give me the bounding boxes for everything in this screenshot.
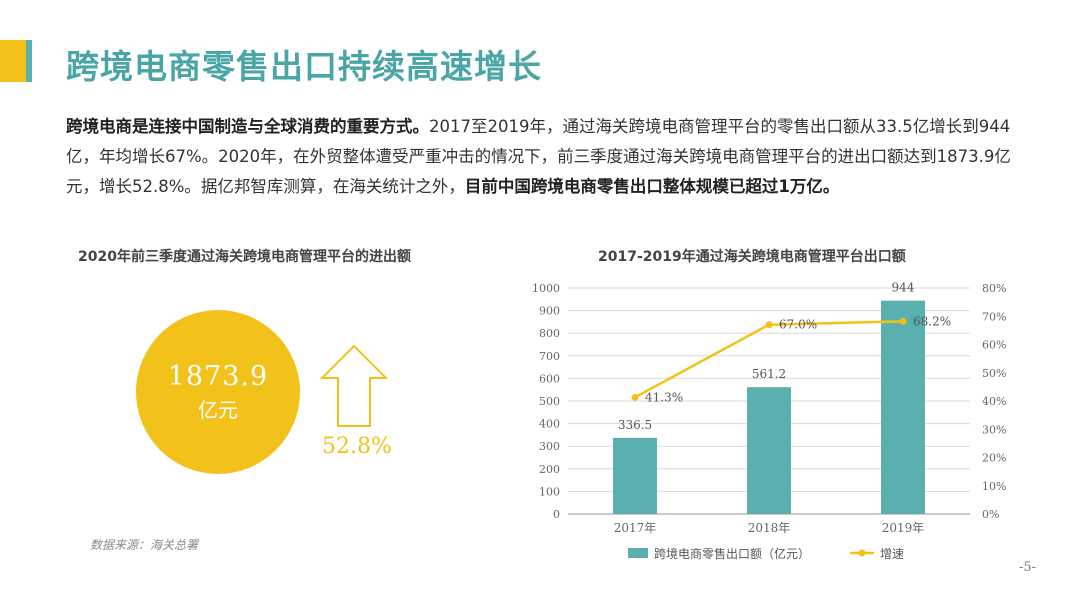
- y2-tick-label: 50%: [982, 367, 1006, 380]
- bar: [747, 387, 791, 514]
- y2-tick-label: 70%: [982, 310, 1006, 323]
- export-chart: 0 100 200 300 400 500 600 700 800 900 1000 0% 10% 20%…: [532, 281, 1006, 561]
- y2-tick-label: 20%: [982, 452, 1006, 465]
- line-data-label: 67.0%: [779, 318, 817, 332]
- legend-label: 增速: [880, 547, 904, 561]
- y-tick-label: 500: [539, 395, 560, 408]
- y-tick-label: 100: [539, 485, 560, 498]
- y2-tick-label: 30%: [982, 423, 1006, 436]
- chart-title: 2017-2019年通过海关跨境电商管理平台出口额: [598, 249, 906, 265]
- x-tick-label: 2017年: [614, 521, 657, 535]
- line-point: [765, 321, 773, 329]
- y-tick-label: 0: [553, 508, 560, 521]
- value-unit: 亿元: [198, 398, 238, 422]
- y2-tick-label: 10%: [982, 480, 1006, 493]
- left-panel-title: 2020年前三季度通过海关跨境电商管理平台的进出额: [78, 249, 411, 265]
- y2-tick-label: 0%: [982, 508, 999, 521]
- legend-label: 跨境电商零售出口额（亿元）: [654, 546, 810, 561]
- y-tick-label: 900: [539, 305, 560, 318]
- intro-bold-tail: 目前中国跨境电商零售出口整体规模已超过1万亿。: [464, 177, 840, 196]
- y-tick-label: 800: [539, 327, 560, 340]
- legend-swatch-bar: [628, 548, 648, 558]
- line-data-label: 68.2%: [913, 314, 951, 328]
- y-tick-label: 600: [539, 372, 560, 385]
- line-data-label: 41.3%: [645, 390, 683, 404]
- growth-rate: 52.8%: [322, 434, 392, 459]
- y-tick-label: 400: [539, 418, 560, 431]
- title-accent-stripe: [26, 40, 32, 82]
- value-circle: 1873.9 亿元: [136, 310, 300, 474]
- x-tick-label: 2018年: [748, 521, 791, 535]
- legend-marker: [858, 549, 866, 557]
- y2-tick-label: 40%: [982, 395, 1006, 408]
- x-tick-label: 2019年: [882, 521, 925, 535]
- y-tick-label: 1000: [532, 282, 560, 295]
- y2-tick-label: 60%: [982, 339, 1006, 352]
- up-arrow-icon: [320, 344, 388, 427]
- intro-body: 2017至2019年，通过海关跨境电商管理平台的零售出口额从33.5亿增长到94…: [66, 117, 1011, 196]
- title-accent-bar: [0, 40, 26, 82]
- bar-data-label: 561.2: [752, 367, 786, 381]
- bar: [881, 300, 925, 514]
- y-tick-label: 700: [539, 350, 560, 363]
- intro-paragraph: 跨境电商是连接中国制造与全球消费的重要方式。2017至2019年，通过海关跨境电…: [66, 112, 1016, 202]
- y2-tick-label: 80%: [982, 282, 1006, 295]
- bar: [613, 437, 657, 514]
- bar-data-label: 336.5: [618, 418, 652, 432]
- y-tick-label: 300: [539, 440, 560, 453]
- bar-data-label: 944: [892, 281, 915, 295]
- page-title: 跨境电商零售出口持续高速增长: [66, 47, 542, 86]
- line-point: [631, 393, 639, 401]
- y-tick-label: 200: [539, 463, 560, 476]
- line-point: [899, 317, 907, 325]
- page-number: -5-: [1018, 560, 1036, 575]
- data-source: 数据来源：海关总署: [90, 538, 199, 552]
- value-number: 1873.9: [167, 361, 269, 392]
- intro-bold-lead: 跨境电商是连接中国制造与全球消费的重要方式。: [66, 117, 429, 136]
